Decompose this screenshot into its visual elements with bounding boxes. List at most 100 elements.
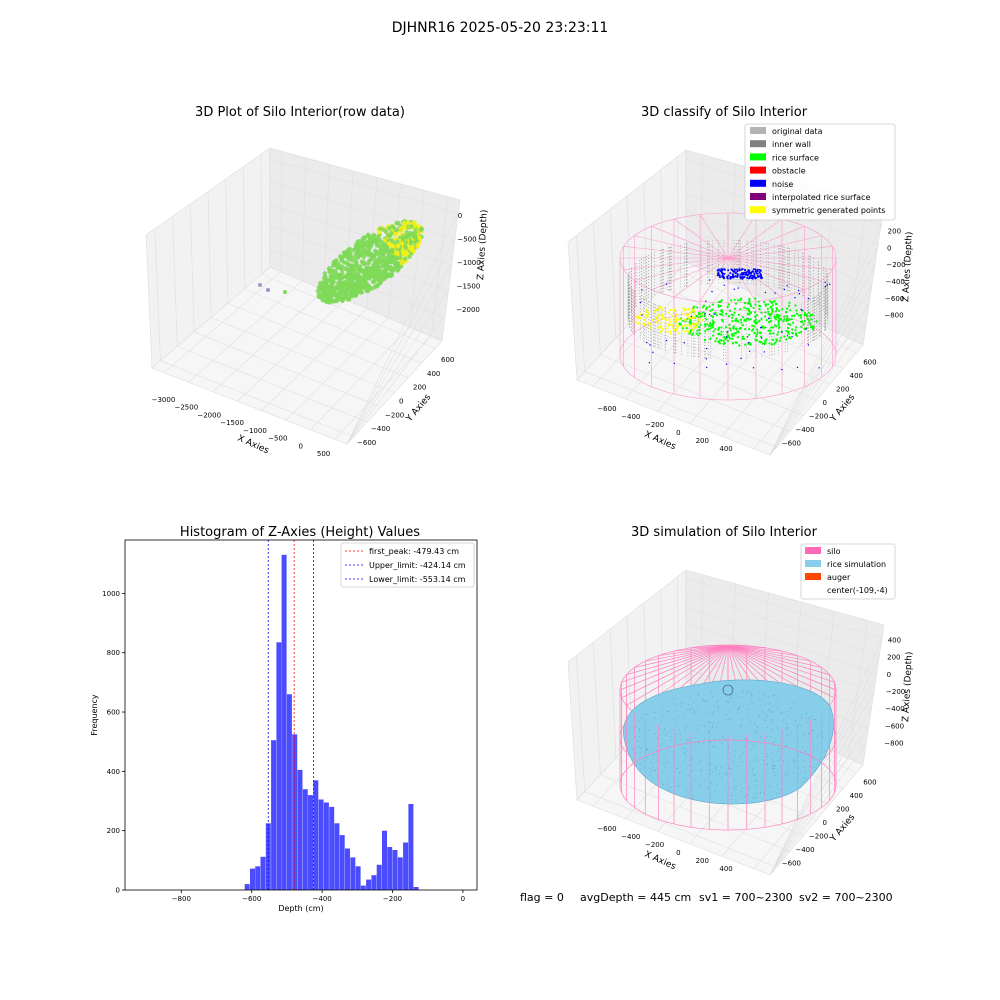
rice-mesh-point xyxy=(683,752,685,754)
noise-point xyxy=(756,276,759,278)
rice-surface-point xyxy=(721,309,724,312)
rice-mesh-point xyxy=(640,748,642,750)
rice-mesh-point xyxy=(719,739,721,740)
panel-classify: 3D classify of Silo Interior −600 −400 −20… xyxy=(567,105,915,456)
raw-point xyxy=(359,259,365,264)
raw-point xyxy=(375,236,380,241)
x-tick-label: 200 xyxy=(696,437,709,445)
rice-surface-point xyxy=(776,333,779,336)
noise-point xyxy=(648,362,651,364)
histogram-bar xyxy=(366,879,372,890)
legend-label: interpolated rice surface xyxy=(772,193,870,202)
rice-mesh-point xyxy=(689,738,691,740)
rice-mesh-point xyxy=(813,719,815,720)
silo-wire xyxy=(651,225,729,259)
rice-mesh-point xyxy=(708,713,710,715)
rice-mesh-point xyxy=(713,710,715,712)
raw-point xyxy=(374,243,380,248)
rice-mesh-point xyxy=(781,711,783,713)
rice-mesh-point xyxy=(708,732,710,734)
rice-mesh-point xyxy=(790,707,792,709)
noise-point xyxy=(750,277,753,280)
rice-mesh-point xyxy=(706,786,708,788)
y-ticks: 0 200 400 600 800 1000 xyxy=(102,590,125,895)
rice-mesh-point xyxy=(804,731,805,733)
silo-wire xyxy=(634,257,729,281)
symmetric-point xyxy=(672,310,675,313)
noise-point xyxy=(731,269,734,271)
rice-mesh-point xyxy=(808,718,810,720)
y-axis-label: Y Axies xyxy=(828,812,857,844)
silo-wire xyxy=(727,645,798,656)
rice-mesh-point xyxy=(735,693,737,695)
rice-mesh-point xyxy=(643,714,645,715)
rice-mesh-point xyxy=(743,751,744,753)
rice-mesh-point xyxy=(812,767,814,769)
rice-surface-point xyxy=(761,342,764,345)
rice-surface-point xyxy=(777,319,780,322)
rice-surface-point xyxy=(785,338,788,341)
noise-point xyxy=(717,272,720,275)
rice-mesh-point xyxy=(760,736,762,738)
rice-mesh-point xyxy=(654,733,656,735)
rice-surface-point xyxy=(774,324,777,327)
rice-surface-point xyxy=(794,332,798,335)
rice-mesh-point xyxy=(714,789,716,791)
rice-surface-point xyxy=(699,323,702,326)
rice-mesh-point xyxy=(746,708,748,710)
grid-line xyxy=(646,303,830,385)
rice-mesh-point xyxy=(683,725,685,727)
x-tick-label: 0 xyxy=(676,429,680,437)
raw-point xyxy=(349,263,354,268)
rice-surface-point xyxy=(788,301,791,304)
raw-point xyxy=(394,220,399,226)
raw-point xyxy=(354,276,359,281)
grid-line xyxy=(576,655,586,792)
rice-surface-point xyxy=(777,331,780,334)
raw-point xyxy=(387,233,392,238)
legend-label: symmetric generated points xyxy=(772,206,885,215)
silo-wire xyxy=(623,257,729,270)
rice-mesh-point xyxy=(761,699,763,701)
rice-mesh-point xyxy=(816,749,818,751)
rice-surface-point xyxy=(760,317,763,320)
grid-line xyxy=(685,607,877,675)
raw-point xyxy=(415,243,420,249)
rice-mesh-point xyxy=(686,723,688,725)
rice-surface-point xyxy=(760,311,763,314)
rice-mesh-point xyxy=(815,725,817,727)
grid-line xyxy=(631,320,817,401)
rice-mesh-point xyxy=(631,749,633,751)
noise-point xyxy=(652,351,654,353)
noise-point xyxy=(824,285,826,288)
raw-point xyxy=(407,254,412,259)
rice-mesh-point xyxy=(676,768,678,770)
rice-mesh-point xyxy=(787,735,788,737)
rice-mesh-point xyxy=(752,746,754,747)
noise-point xyxy=(783,288,786,291)
rice-mesh-point xyxy=(709,755,711,757)
rice-mesh-point xyxy=(717,707,719,709)
y-tick-label: 400 xyxy=(107,768,120,776)
z-tick-label: −800 xyxy=(884,312,903,320)
histogram-bar xyxy=(376,864,382,890)
legend-swatch xyxy=(750,166,766,174)
rice-mesh-point xyxy=(731,768,733,769)
pane-floor xyxy=(151,266,443,445)
raw-point xyxy=(398,226,403,231)
grid-line xyxy=(592,222,601,355)
symmetric-point xyxy=(682,307,685,310)
raw-point xyxy=(345,262,351,267)
rice-mesh-point xyxy=(675,768,677,770)
rice-mesh-point xyxy=(751,695,753,697)
raw-point xyxy=(395,250,400,256)
noise-point xyxy=(727,331,729,333)
rice-surface-point xyxy=(754,315,757,318)
silo-wire xyxy=(626,645,729,706)
rice-mesh-point xyxy=(812,757,814,759)
rice-surface-point xyxy=(729,329,732,332)
grid-line xyxy=(261,273,436,349)
rice-mesh-point xyxy=(748,690,750,692)
rice-surface-point xyxy=(794,304,797,307)
rice-mesh-point xyxy=(793,762,795,764)
